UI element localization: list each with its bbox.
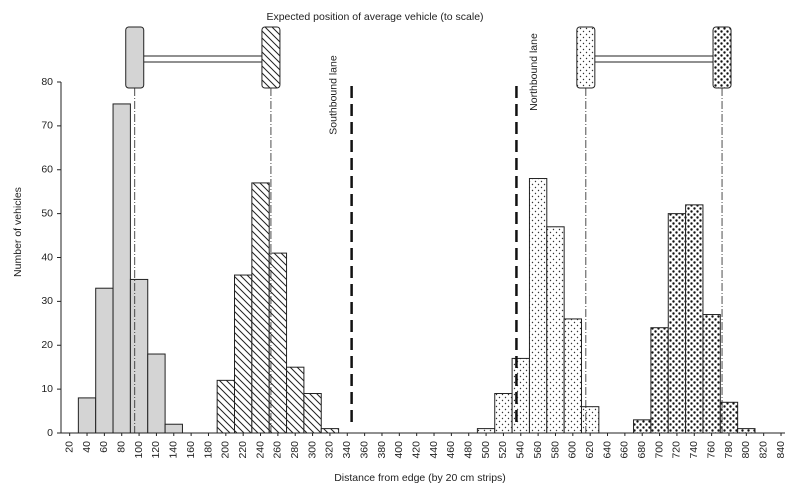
wheel — [712, 26, 732, 89]
bar — [546, 226, 565, 434]
x-tick-label: 260 — [272, 441, 284, 459]
x-tick-label: 440 — [428, 441, 440, 459]
x-tick-label: 100 — [133, 441, 145, 459]
y-tick-label: 10 — [41, 383, 53, 395]
bar — [737, 428, 756, 434]
bar — [494, 393, 513, 434]
x-axis-label: Distance from edge (by 20 cm strips) — [334, 472, 506, 484]
wheel — [261, 26, 281, 89]
bar — [251, 182, 270, 434]
y-tick-label: 60 — [41, 164, 53, 176]
x-tick-label: 140 — [168, 441, 180, 459]
bar — [129, 278, 149, 434]
wheel — [125, 26, 145, 89]
x-tick-label: 680 — [636, 441, 648, 459]
y-tick-label: 40 — [41, 251, 53, 263]
bar — [320, 428, 340, 434]
x-tick-label: 660 — [619, 441, 631, 459]
x-tick-label: 380 — [376, 441, 388, 459]
x-tick-label: 800 — [740, 441, 752, 459]
x-tick-label: 40 — [81, 441, 93, 453]
bar — [581, 406, 600, 434]
x-tick-label: 480 — [463, 441, 475, 459]
x-tick-label: 320 — [324, 441, 336, 459]
bar — [650, 327, 669, 434]
x-tick-label: 180 — [202, 441, 214, 459]
x-tick-label: 500 — [480, 441, 492, 459]
x-tick-label: 820 — [757, 441, 769, 459]
x-tick-label: 340 — [341, 441, 353, 459]
x-tick-label: 700 — [653, 441, 665, 459]
bar — [719, 401, 739, 434]
x-tick-label: 840 — [775, 441, 785, 459]
bar — [528, 178, 548, 434]
x-tick-label: 120 — [150, 441, 162, 459]
x-tick-label: 720 — [671, 441, 683, 459]
bar — [303, 393, 322, 434]
axle — [585, 55, 723, 63]
bar — [95, 287, 114, 434]
y-tick-label: 70 — [41, 120, 53, 132]
x-tick-label: 740 — [688, 441, 700, 459]
x-tick-label: 760 — [705, 441, 717, 459]
x-tick-label: 600 — [567, 441, 579, 459]
bar — [633, 419, 652, 434]
bar — [286, 366, 305, 434]
x-tick-label: 580 — [549, 441, 561, 459]
x-tick-label: 160 — [185, 441, 197, 459]
bar — [702, 314, 721, 434]
bar — [234, 274, 253, 434]
x-tick-label: 280 — [289, 441, 301, 459]
x-tick-label: 20 — [63, 441, 75, 453]
x-tick-label: 620 — [584, 441, 596, 459]
x-tick-label: 360 — [358, 441, 370, 459]
x-tick-label: 400 — [393, 441, 405, 459]
x-tick-label: 560 — [532, 441, 544, 459]
axle — [134, 55, 272, 63]
bar — [476, 428, 496, 434]
bar — [164, 423, 183, 434]
x-tick-label: 240 — [254, 441, 266, 459]
bar — [268, 252, 288, 434]
y-tick-label: 20 — [41, 339, 53, 351]
x-tick-label: 420 — [410, 441, 422, 459]
bar — [685, 204, 704, 434]
bar — [77, 397, 97, 434]
y-axis-label: Number of vehicles — [12, 187, 24, 277]
x-tick-label: 520 — [497, 441, 509, 459]
x-tick-label: 220 — [237, 441, 249, 459]
chart-title: Expected position of average vehicle (to… — [266, 11, 483, 23]
wheel — [576, 26, 596, 89]
x-tick-label: 640 — [601, 441, 613, 459]
x-tick-label: 200 — [220, 441, 232, 459]
bar — [667, 213, 687, 434]
lane-label: Northbound lane — [528, 33, 540, 111]
y-tick-label: 30 — [41, 295, 53, 307]
x-tick-label: 80 — [116, 441, 128, 453]
bar — [216, 379, 235, 434]
y-tick-label: 50 — [41, 207, 53, 219]
bar — [511, 357, 530, 434]
lane-label: Southbound lane — [327, 55, 339, 135]
x-tick-label: 540 — [515, 441, 527, 459]
y-tick-label: 80 — [41, 76, 53, 88]
x-tick-label: 460 — [445, 441, 457, 459]
bar — [147, 353, 166, 434]
bar — [112, 103, 131, 434]
x-tick-label: 60 — [98, 441, 110, 453]
x-tick-label: 780 — [723, 441, 735, 459]
y-tick-label: 0 — [47, 427, 53, 439]
bar — [563, 318, 583, 434]
x-tick-label: 300 — [306, 441, 318, 459]
